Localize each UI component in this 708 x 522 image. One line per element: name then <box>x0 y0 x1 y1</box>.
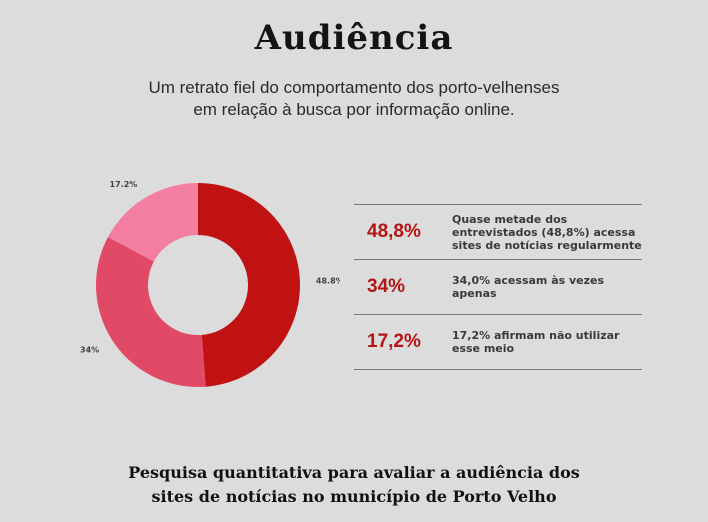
footer-line-2: sites de notícias no município de Porto … <box>151 487 557 506</box>
page-subtitle: Um retrato fiel do comportamento dos por… <box>0 77 708 121</box>
slice-label: 48.8% <box>316 277 340 286</box>
stats-table: 48,8% Quase metade dos entrevistados (48… <box>354 204 642 370</box>
stat-row: 17,2% 17,2% afirmam não utilizar esse me… <box>354 315 642 369</box>
donut-slice <box>108 183 198 262</box>
footer-line-1: Pesquisa quantitativa para avaliar a aud… <box>128 463 580 482</box>
stat-value: 34% <box>367 276 406 297</box>
stats-divider <box>354 369 642 370</box>
slice-label: 17.2% <box>110 180 138 189</box>
stat-value: 48,8% <box>367 221 421 242</box>
stat-description: 34,0% acessam às vezes apenas <box>452 274 605 300</box>
stats-divider <box>354 259 642 260</box>
stat-description: 17,2% afirmam não utilizar esse meio <box>452 329 620 355</box>
donut-slice <box>96 236 206 387</box>
stats-divider <box>354 314 642 315</box>
stat-value: 17,2% <box>367 331 421 352</box>
donut-chart: 48.8% 34% 17.2% <box>80 180 340 387</box>
stat-row: 34% 34,0% acessam às vezes apenas <box>354 260 642 314</box>
donut-slice <box>198 183 301 387</box>
stats-divider <box>354 204 642 205</box>
footer-caption: Pesquisa quantitativa para avaliar a aud… <box>0 461 708 509</box>
slice-label: 34% <box>80 345 99 354</box>
stat-row: 48,8% Quase metade dos entrevistados (48… <box>354 205 642 259</box>
page-title: Audiência <box>254 18 454 58</box>
subtitle-line-1: Um retrato fiel do comportamento dos por… <box>148 78 560 97</box>
stat-description: Quase metade dos entrevistados (48,8%) a… <box>452 212 642 252</box>
subtitle-line-2: em relação à busca por informação online… <box>193 100 515 119</box>
